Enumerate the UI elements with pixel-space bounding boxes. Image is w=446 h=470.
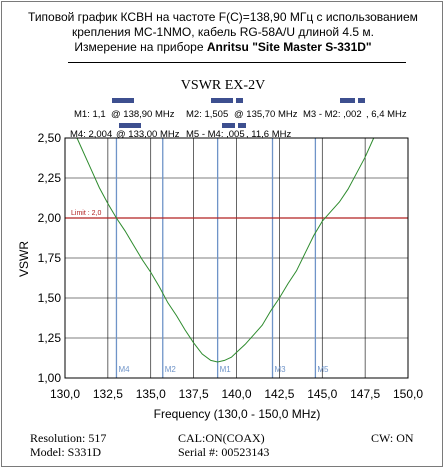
y-tick-labels: 1,00 1,25 1,50 1,75 2,00 2,25 2,50	[38, 131, 62, 385]
marker-m3m2-span: , 6,4 MHz	[366, 109, 407, 120]
marker-label-m1: M1	[220, 365, 232, 374]
marker-lines: M4 M2 M1 M3 M5	[115, 138, 329, 378]
x-tick-label: 132,5	[93, 387, 123, 401]
header-line-1: Типовой график КСВН на частоте F(C)=138,…	[28, 10, 418, 24]
limit-line-group: Limit : 2,0	[65, 210, 408, 219]
marker-bar-m5b	[238, 123, 246, 128]
marker-m5m4-span: , 11,6 MHz	[246, 129, 291, 140]
y-tick-label: 1,50	[38, 291, 62, 305]
marker-m4-value: M4: 2,004	[70, 129, 112, 140]
marker-label-m2: M2	[165, 365, 177, 374]
marker-bar-m2	[211, 98, 233, 103]
footer-serial: Serial #: 00523143	[178, 445, 270, 459]
series-group	[76, 137, 375, 363]
header-line-3-prefix: Измерение на приборе	[74, 40, 207, 54]
y-axis-label: VSWR	[17, 241, 31, 277]
plot-border	[64, 137, 409, 379]
footer-resolution: Resolution: 517	[30, 431, 107, 445]
marker-m2-value: M2: 1,505	[186, 109, 228, 120]
x-tick-label: 142,5	[264, 387, 294, 401]
header-line-2: крепления MC-1NMO, кабель RG-58A/U длино…	[71, 25, 375, 39]
vswr-series-line	[76, 137, 375, 363]
marker-bar-m3b	[358, 98, 365, 103]
x-tick-label: 130,0	[50, 387, 80, 401]
x-tick-label: 135,0	[136, 387, 166, 401]
grid	[65, 138, 408, 378]
marker-m5m4-value: M5 - M4: ,005	[186, 129, 245, 140]
marker-bar-m4	[119, 123, 141, 128]
marker-bar-m1	[112, 98, 134, 103]
footer-cw: CW: ON	[371, 431, 414, 445]
y-tick-label: 2,00	[38, 211, 62, 225]
marker-bar-m3	[340, 98, 355, 103]
x-axis-label: Frequency (130,0 - 150,0 MHz)	[154, 407, 321, 421]
x-tick-label: 140,0	[221, 387, 251, 401]
x-tick-label: 147,5	[350, 387, 380, 401]
limit-label: Limit : 2,0	[71, 210, 101, 217]
marker-m1-value: M1: 1,1	[74, 109, 106, 120]
y-tick-label: 2,25	[38, 171, 62, 185]
y-tick-label: 2,50	[38, 131, 62, 145]
chart-title: VSWR EX-2V	[181, 78, 265, 93]
marker-label-m5: M5	[317, 365, 329, 374]
header-divider	[68, 62, 406, 63]
y-tick-label: 1,25	[38, 331, 62, 345]
header-line-3: Измерение на приборе Anritsu "Site Maste…	[0, 40, 446, 54]
marker-bar-m5	[222, 123, 235, 128]
x-tick-label: 145,0	[307, 387, 337, 401]
marker-m1-freq: @ 138,90 MHz	[111, 109, 175, 120]
x-tick-labels: 130,0 132,5 135,0 137,5 140,0 142,5 145,0 147,5…	[50, 387, 423, 401]
y-tick-label: 1,00	[38, 371, 62, 385]
x-tick-label: 150,0	[393, 387, 423, 401]
footer-model: Model: S331D	[30, 445, 102, 459]
marker-bar-m2b	[236, 98, 243, 103]
marker-m2-freq: @ 135,70 MHz	[234, 109, 298, 120]
marker-label-m4: M4	[118, 365, 130, 374]
marker-m3m2-value: M3 - M2: ,002	[303, 109, 362, 120]
header-line-3-device: Anritsu "Site Master S-331D"	[206, 40, 372, 54]
footer-cal: CAL:ON(COAX)	[178, 431, 265, 445]
y-tick-label: 1,75	[38, 251, 62, 265]
x-tick-label: 137,5	[179, 387, 209, 401]
marker-label-m3: M3	[275, 365, 287, 374]
marker-m4-freq: @ 133,00 MHz	[116, 129, 180, 140]
